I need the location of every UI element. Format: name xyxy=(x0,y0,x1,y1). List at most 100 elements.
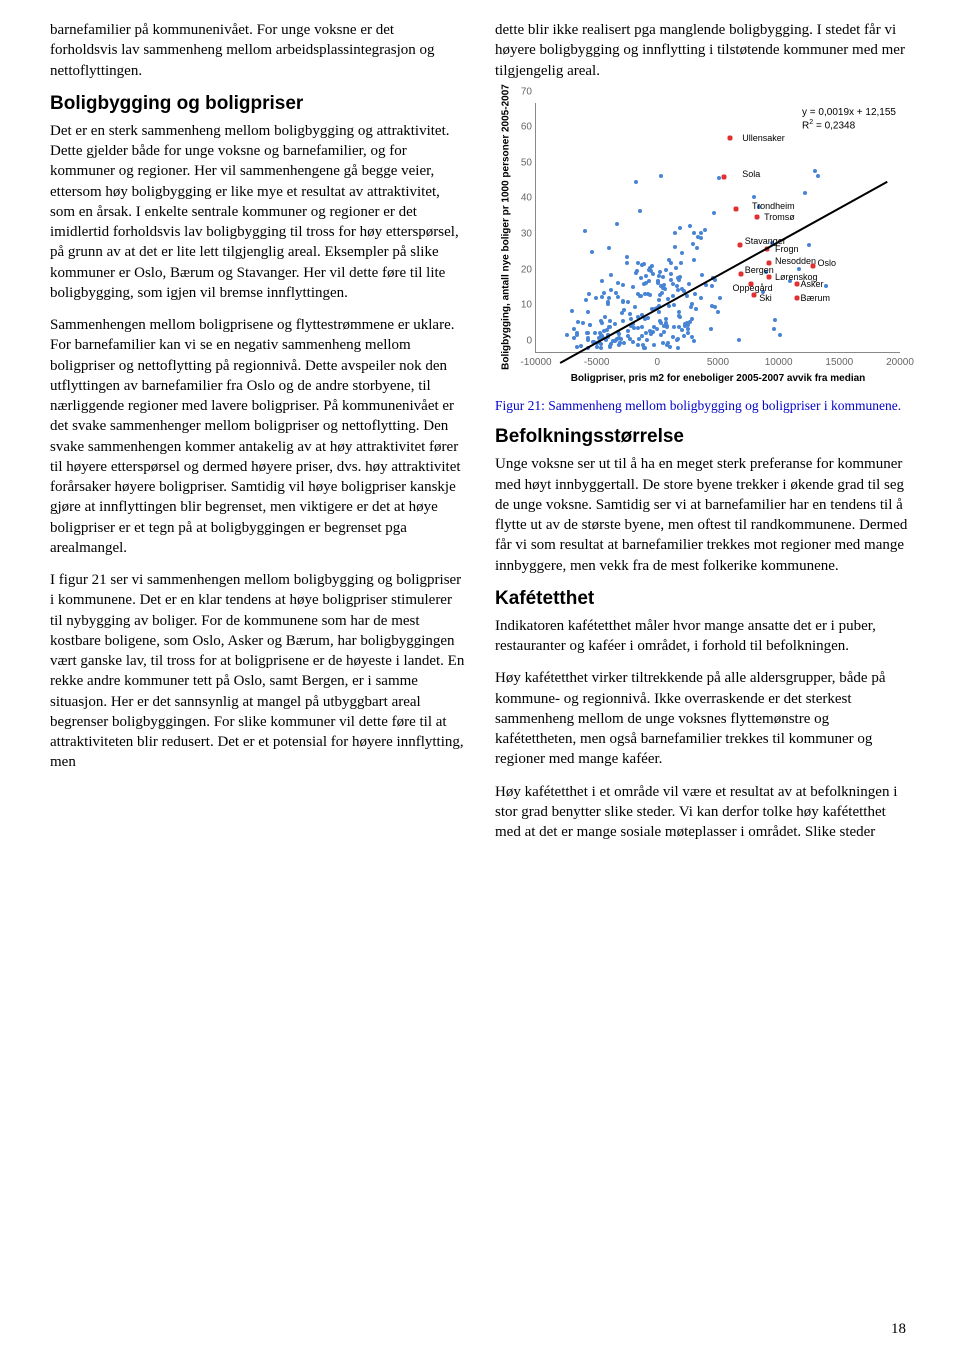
figure-caption: Figur 21: Sammenheng mellom boligbygging… xyxy=(495,397,910,415)
labeled-point xyxy=(754,214,759,219)
scatter-point xyxy=(626,329,630,333)
scatter-point xyxy=(584,298,588,302)
scatter-point xyxy=(634,180,638,184)
scatter-point xyxy=(699,296,703,300)
point-label: Asker xyxy=(801,279,824,289)
scatter-point xyxy=(816,174,820,178)
scatter-point xyxy=(713,305,717,309)
scatter-point xyxy=(575,331,579,335)
scatter-point xyxy=(695,246,699,250)
scatter-point xyxy=(645,338,649,342)
scatter-point xyxy=(704,283,708,287)
scatter-point xyxy=(682,334,686,338)
scatter-point xyxy=(676,346,680,350)
point-label: Oslo xyxy=(817,258,836,268)
scatter-point xyxy=(660,291,664,295)
ytick: 70 xyxy=(506,86,532,97)
scatter-point xyxy=(687,282,691,286)
scatter-point xyxy=(662,324,666,328)
scatter-point xyxy=(673,245,677,249)
scatter-point xyxy=(621,299,625,303)
scatter-point xyxy=(616,295,620,299)
scatter-point xyxy=(691,242,695,246)
ytick: 50 xyxy=(506,157,532,168)
scatter-point xyxy=(652,343,656,347)
ytick: 10 xyxy=(506,300,532,311)
point-label: Tromsø xyxy=(764,212,795,222)
point-label: Frogn xyxy=(775,244,799,254)
scatter-point xyxy=(672,303,676,307)
scatter-point xyxy=(675,338,679,342)
scatter-point xyxy=(600,321,604,325)
scatter-point xyxy=(634,271,638,275)
scatter-point xyxy=(675,284,679,288)
scatter-point xyxy=(607,296,611,300)
scatter-point xyxy=(672,325,676,329)
scatter-point xyxy=(622,308,626,312)
scatter-point xyxy=(807,243,811,247)
scatter-point xyxy=(621,283,625,287)
scatter-point xyxy=(585,331,589,335)
scatter-point xyxy=(718,296,722,300)
scatter-point xyxy=(618,341,622,345)
scatter-point xyxy=(699,236,703,240)
right-para-1: dette blir ikke realisert pga manglende … xyxy=(495,20,910,81)
scatter-point xyxy=(595,345,599,349)
labeled-point xyxy=(722,175,727,180)
xtick: -5000 xyxy=(584,357,610,368)
point-label: Bergen xyxy=(745,265,774,275)
scatter-point xyxy=(657,298,661,302)
scatter-point xyxy=(565,333,569,337)
scatter-point xyxy=(587,292,591,296)
scatter-point xyxy=(593,331,597,335)
scatter-point xyxy=(628,312,632,316)
scatter-point xyxy=(586,310,590,314)
scatter-point xyxy=(671,335,675,339)
scatter-point xyxy=(658,319,662,323)
scatter-point xyxy=(609,273,613,277)
scatter-point xyxy=(599,342,603,346)
labeled-point xyxy=(739,271,744,276)
scatter-point xyxy=(644,331,648,335)
scatter-point xyxy=(615,222,619,226)
scatter-point xyxy=(636,343,640,347)
scatter-point xyxy=(669,261,673,265)
scatter-point xyxy=(640,325,644,329)
labeled-point xyxy=(734,207,739,212)
scatter-point xyxy=(694,307,698,311)
scatter-point xyxy=(609,288,613,292)
xtick: 10000 xyxy=(765,357,793,368)
scatter-point xyxy=(583,229,587,233)
scatter-point xyxy=(669,272,673,276)
scatter-point xyxy=(772,327,776,331)
scatter-point xyxy=(709,327,713,331)
scatter-point xyxy=(642,262,646,266)
scatter-point xyxy=(600,279,604,283)
point-label: Sola xyxy=(742,169,760,179)
scatter-point xyxy=(665,325,669,329)
scatter-point xyxy=(648,329,652,333)
scatter-point xyxy=(625,261,629,265)
right-para-3: Indikatoren kafétetthet måler hvor mange… xyxy=(495,616,910,657)
scatter-point xyxy=(639,276,643,280)
scatter-point xyxy=(607,246,611,250)
scatter-point xyxy=(813,169,817,173)
scatter-point xyxy=(673,231,677,235)
scatter-point xyxy=(646,292,650,296)
scatter-point xyxy=(680,251,684,255)
scatter-point xyxy=(659,174,663,178)
scatter-point xyxy=(622,341,626,345)
scatter-point xyxy=(636,326,640,330)
xtick: 5000 xyxy=(707,357,729,368)
scatter-point xyxy=(629,317,633,321)
scatter-point xyxy=(633,305,637,309)
scatter-point xyxy=(636,261,640,265)
scatter-point xyxy=(616,281,620,285)
scatter-point xyxy=(570,309,574,313)
scatter-point xyxy=(602,329,606,333)
labeled-point xyxy=(737,243,742,248)
scatter-point xyxy=(657,274,661,278)
scatter-chart: Boligbygging, antall nye boliger pr 1000… xyxy=(495,93,910,393)
scatter-point xyxy=(637,337,641,341)
scatter-point xyxy=(824,284,828,288)
